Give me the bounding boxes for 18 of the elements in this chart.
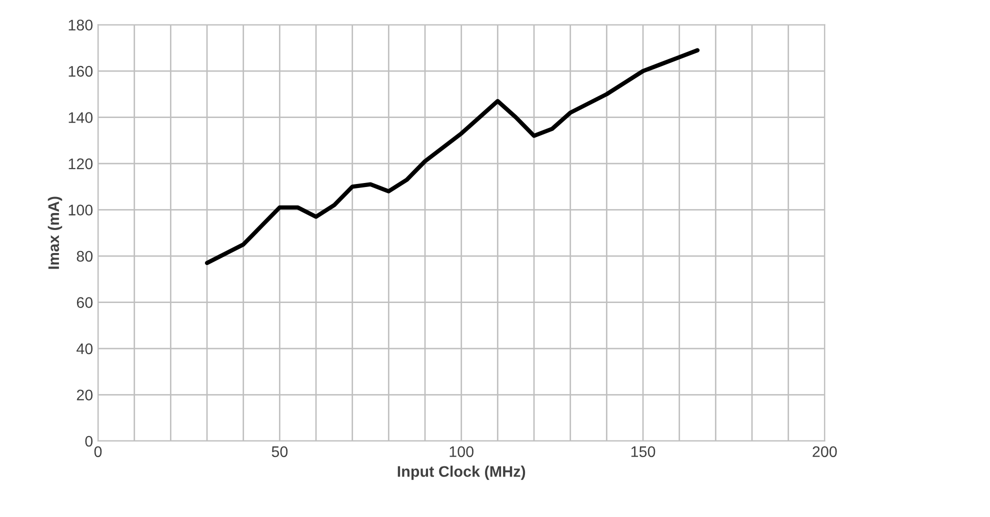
y-tick-label: 160	[68, 66, 93, 77]
x-axis-title: Input Clock (MHz)	[398, 466, 526, 480]
y-tick-label: 140	[68, 112, 93, 123]
x-tick-label: 150	[631, 446, 656, 458]
x-tick-label: 200	[812, 446, 837, 458]
x-tick-label: 0	[94, 446, 102, 458]
x-tick-label: 50	[272, 446, 288, 458]
x-tick-label: 100	[450, 446, 474, 458]
y-axis-title: Imax (mA)	[48, 196, 62, 269]
y-tick-label: 100	[68, 204, 93, 216]
y-tick-label: 180	[68, 20, 93, 30]
y-tick-label: 80	[76, 250, 93, 262]
y-tick-label: 120	[68, 158, 93, 170]
y-tick-label: 0	[85, 436, 93, 447]
y-tick-label: 20	[76, 390, 93, 400]
y-tick-label: 40	[76, 343, 93, 354]
line-series	[204, 48, 700, 266]
y-tick-label: 60	[76, 297, 93, 308]
